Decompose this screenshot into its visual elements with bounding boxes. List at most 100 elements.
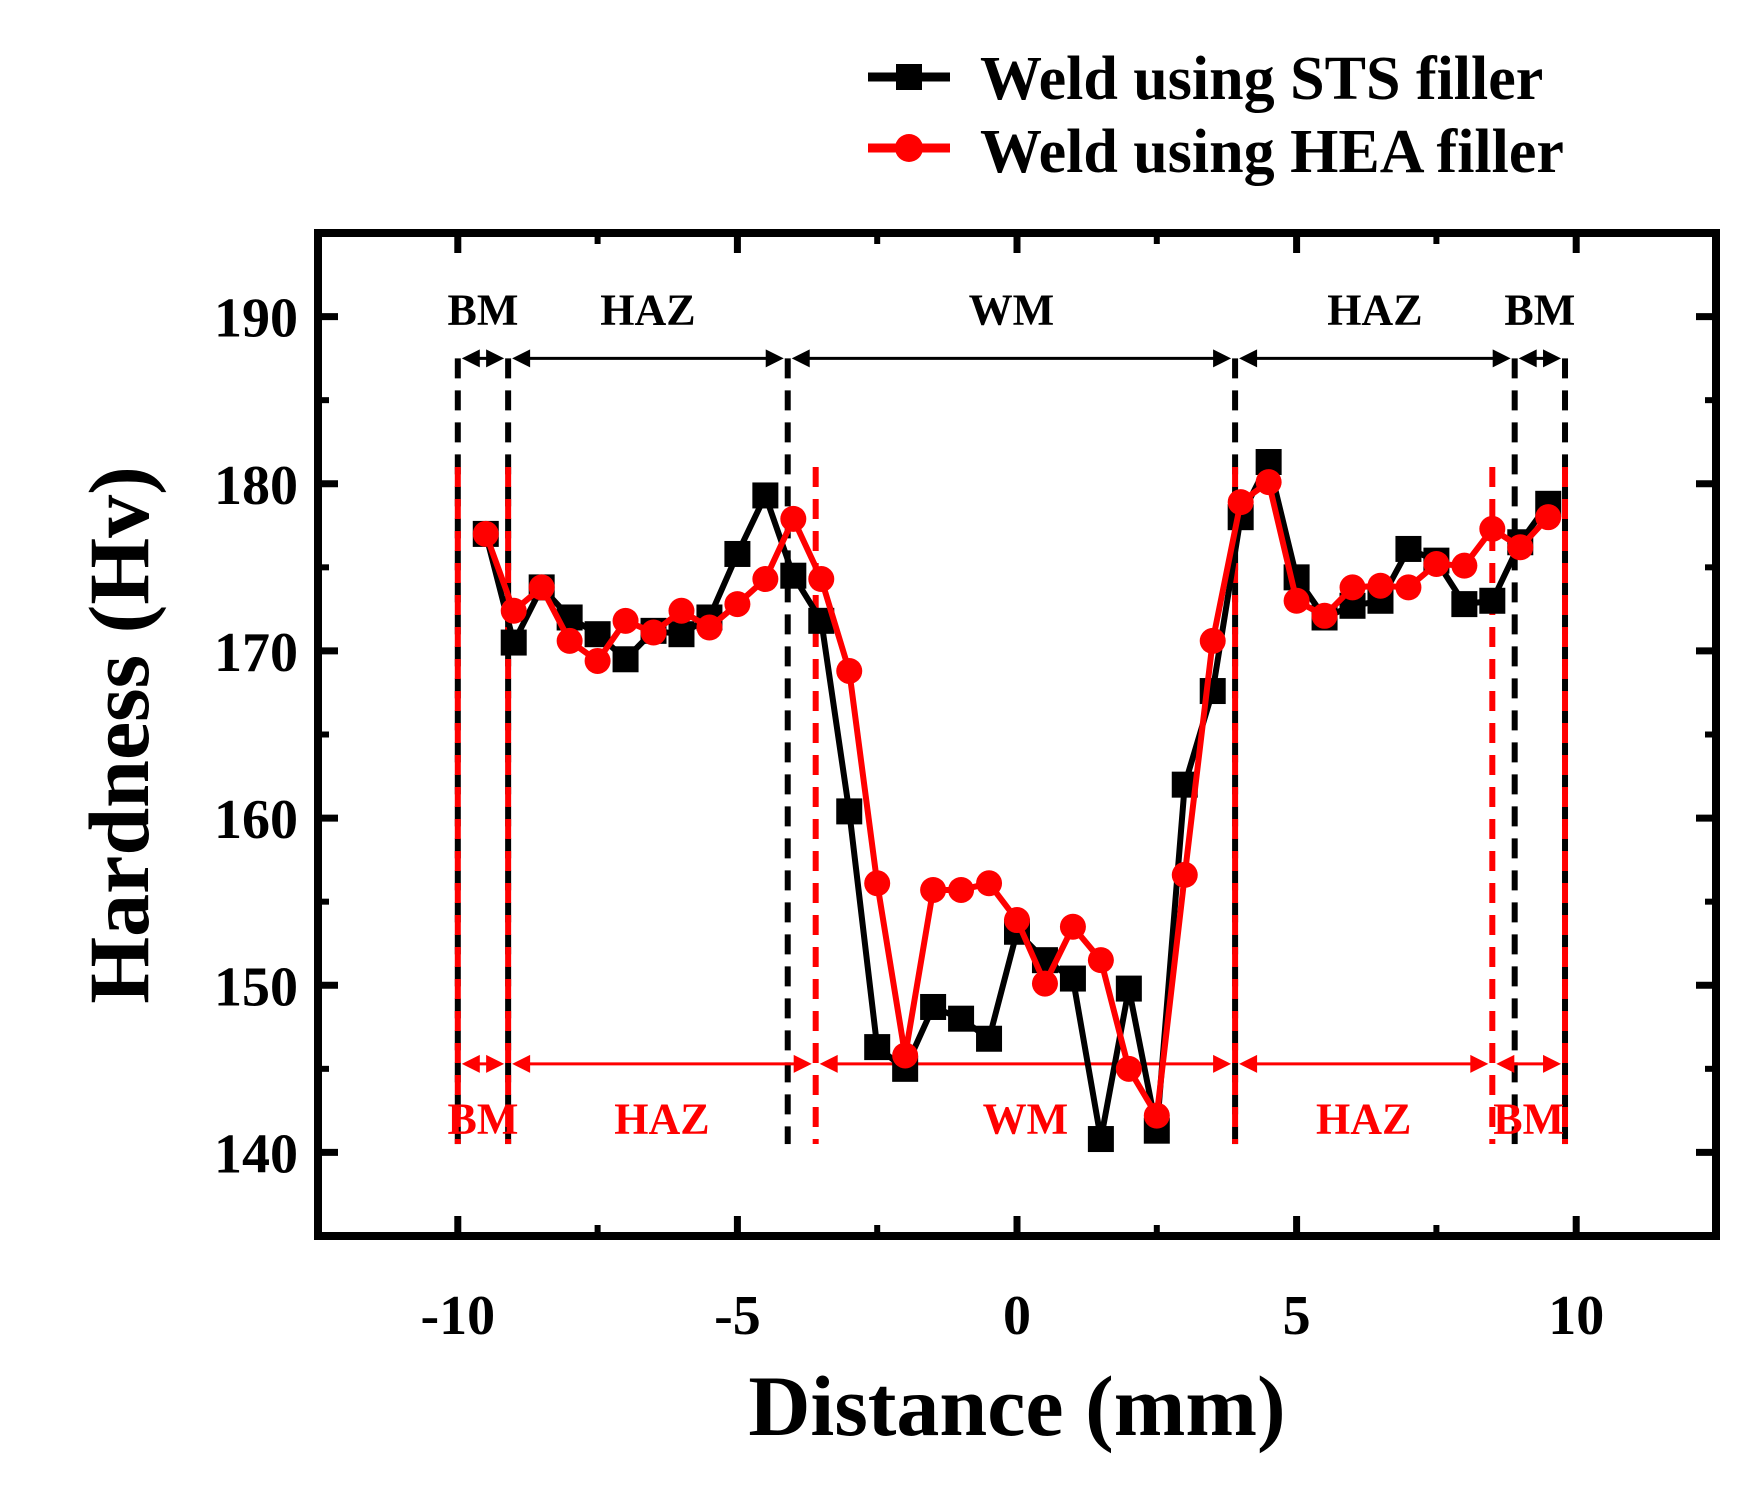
- hea-data-point: [556, 627, 583, 654]
- hea-data-point: [752, 566, 779, 593]
- hea-zone-label: HAZ: [1316, 1095, 1411, 1144]
- axis-ticks: [315, 230, 1719, 1239]
- hea-data-point: [1479, 515, 1506, 542]
- sts-data-point: [836, 798, 863, 825]
- sts-data-point: [864, 1034, 891, 1061]
- zone-arrowhead: [461, 349, 480, 368]
- hea-zone-label: WM: [983, 1095, 1069, 1144]
- zone-arrowhead: [1543, 1054, 1562, 1073]
- sts-data-point: [500, 629, 527, 656]
- hea-data-point: [1535, 504, 1562, 531]
- x-tick-label: 5: [1283, 1285, 1311, 1347]
- zone-arrowhead: [1470, 1054, 1489, 1073]
- hea-data-point: [696, 614, 723, 641]
- hea-data-point: [500, 597, 527, 624]
- x-tick-label: 10: [1548, 1285, 1604, 1347]
- hea-data-point: [836, 657, 863, 684]
- hea-zone-label: BM: [448, 1095, 519, 1144]
- sts-data-point: [976, 1025, 1003, 1052]
- sts-zone-label: HAZ: [1327, 286, 1422, 335]
- sts-data-point: [920, 993, 947, 1020]
- y-tick-label: 180: [214, 455, 298, 517]
- sts-zone-label: HAZ: [600, 286, 695, 335]
- zone-arrowhead: [486, 1054, 505, 1073]
- legend-label-hea: Weld using HEA filler: [980, 118, 1564, 186]
- series-layer: [472, 449, 1562, 1153]
- sts-data-point: [1451, 591, 1478, 618]
- hea-data-point: [1367, 572, 1394, 599]
- sts-data-point: [1115, 975, 1142, 1002]
- hea-data-point: [1227, 489, 1254, 516]
- zone-annotations: BM HAZ WM HAZ BM BM HAZ WM HAZ BM: [448, 286, 1575, 1145]
- x-axis-label: Distance (mm): [748, 1358, 1285, 1454]
- sts-zone-label: WM: [969, 286, 1055, 335]
- hea-data-point: [780, 505, 807, 532]
- hea-data-point: [612, 607, 639, 634]
- zone-arrowhead: [1239, 1054, 1258, 1073]
- hea-data-point: [1423, 550, 1450, 577]
- sts-data-point: [584, 621, 611, 648]
- hea-data-point: [1087, 947, 1114, 974]
- zone-arrowhead: [461, 1054, 480, 1073]
- legend: Weld using STS filler Weld using HEA fil…: [868, 45, 1564, 186]
- zone-arrowhead: [512, 349, 531, 368]
- sts-data-point: [1087, 1126, 1114, 1153]
- hea-data-point: [1507, 534, 1534, 561]
- sts-data-point: [1395, 535, 1422, 562]
- x-tick-label: -10: [420, 1285, 495, 1347]
- hea-data-point: [1143, 1102, 1170, 1129]
- zone-arrowhead: [512, 1054, 531, 1073]
- plot-frame: [314, 229, 1720, 1240]
- hea-data-point: [668, 597, 695, 624]
- hea-data-point: [1199, 627, 1226, 654]
- y-tick-label: 160: [214, 789, 298, 851]
- y-tick-label: 150: [214, 956, 298, 1018]
- hea-data-point: [864, 870, 891, 897]
- hea-data-point: [808, 566, 835, 593]
- x-tick-label: -5: [714, 1285, 761, 1347]
- hea-data-point: [920, 876, 947, 903]
- hea-data-point: [1255, 469, 1282, 496]
- hea-data-point: [528, 574, 555, 601]
- hea-data-point: [1059, 913, 1086, 940]
- sts-zone-label: BM: [448, 286, 519, 335]
- sts-zone-label: BM: [1504, 286, 1575, 335]
- hea-data-point: [1395, 574, 1422, 601]
- zone-arrowhead: [765, 349, 784, 368]
- sts-data-point: [780, 562, 807, 589]
- zone-arrowhead: [1213, 1054, 1232, 1073]
- y-axis-label: Hardness (Hv): [71, 466, 167, 1004]
- zone-arrowhead: [793, 1054, 812, 1073]
- zone-arrowhead: [1543, 349, 1562, 368]
- sts-data-point: [752, 482, 779, 509]
- zone-arrowhead: [819, 1054, 838, 1073]
- hea-data-point: [1339, 574, 1366, 601]
- y-tick-label: 190: [214, 288, 298, 350]
- hea-data-point: [584, 647, 611, 674]
- sts-data-point: [1479, 587, 1506, 614]
- sts-data-point: [1059, 965, 1086, 992]
- legend-entry-hea: Weld using HEA filler: [868, 118, 1564, 186]
- zone-arrowhead: [1492, 349, 1511, 368]
- sts-data-point: [948, 1005, 975, 1032]
- hea-data-point: [1283, 587, 1310, 614]
- hea-data-point: [1451, 552, 1478, 579]
- hea-data-point: [724, 591, 751, 618]
- hea-zone-label: BM: [1493, 1095, 1564, 1144]
- y-tick-label: 140: [214, 1123, 298, 1185]
- legend-marker-sts: [896, 64, 922, 90]
- hea-zone-label: HAZ: [614, 1095, 709, 1144]
- zone-arrowhead: [486, 349, 505, 368]
- hea-data-point: [1115, 1055, 1142, 1082]
- hea-data-point: [1171, 861, 1198, 888]
- hea-data-point: [472, 520, 499, 547]
- legend-entry-sts: Weld using STS filler: [868, 45, 1543, 113]
- hea-data-point: [948, 876, 975, 903]
- hea-data-point: [892, 1042, 919, 1069]
- hea-data-point: [976, 870, 1003, 897]
- sts-data-point: [724, 540, 751, 567]
- x-tick-label: 0: [1003, 1285, 1031, 1347]
- legend-label-sts: Weld using STS filler: [980, 45, 1543, 113]
- hea-data-point: [1004, 907, 1030, 934]
